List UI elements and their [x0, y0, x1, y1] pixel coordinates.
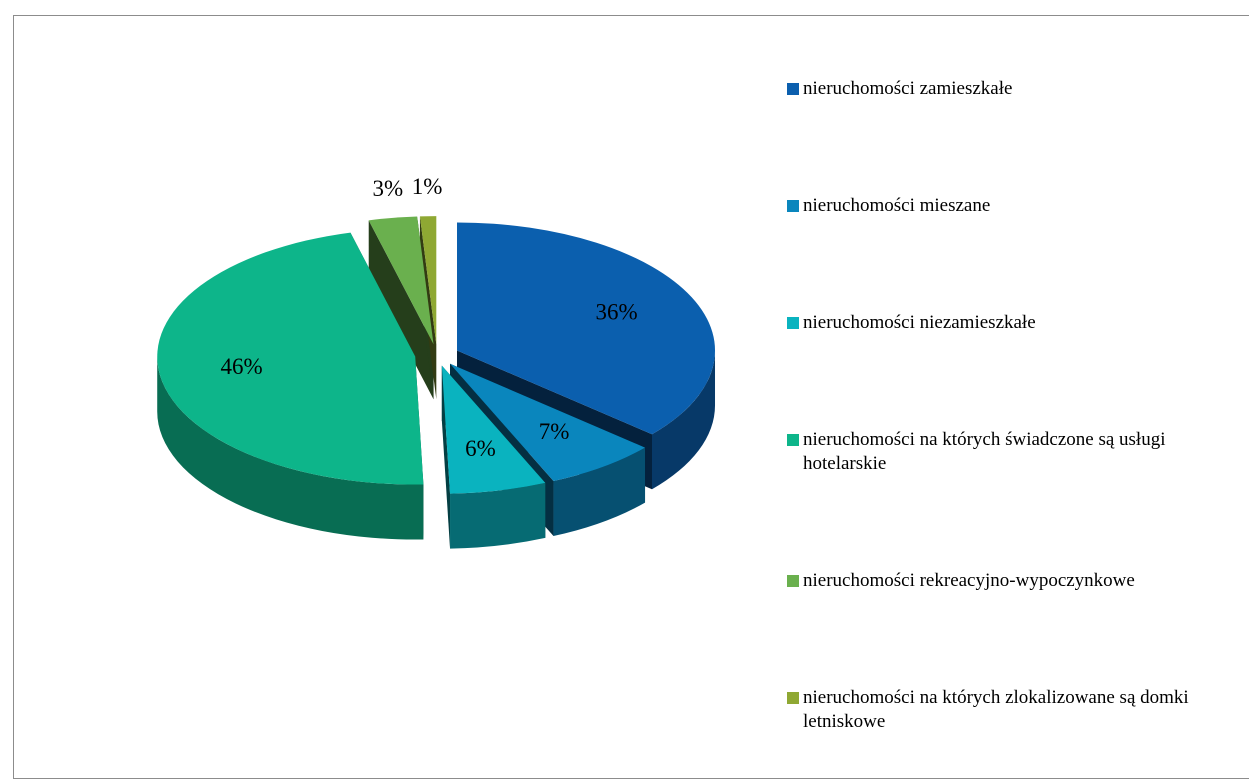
- legend-swatch: [787, 199, 799, 212]
- legend-item: nieruchomości na których świadczone są u…: [787, 428, 1249, 476]
- data-label: 1%: [412, 174, 443, 199]
- legend-swatch: [787, 316, 799, 329]
- legend-item: nieruchomości zamieszkałe: [787, 77, 1249, 101]
- legend-swatch: [787, 82, 799, 95]
- slice-side: [368, 220, 434, 400]
- slice: [450, 363, 646, 482]
- legend-item: nieruchomości niezamieszkałe: [787, 311, 1249, 335]
- slice-wall: [553, 447, 646, 537]
- legend-label: nieruchomości na których świadczone są u…: [803, 428, 1166, 474]
- legend-swatch: [787, 574, 799, 587]
- slice: [457, 222, 716, 435]
- data-label: 3%: [373, 176, 404, 201]
- slice: [157, 232, 424, 485]
- data-label: 36%: [596, 300, 638, 325]
- legend-label: nieruchomości zamieszkałe: [803, 77, 1013, 99]
- legend-item: nieruchomości na których zlokalizowane s…: [787, 686, 1249, 734]
- slice: [419, 216, 437, 345]
- legend-label: nieruchomości niezamieszkałe: [803, 311, 1036, 333]
- slice-wall: [450, 482, 546, 549]
- legend-item: nieruchomości mieszane: [787, 194, 1249, 218]
- data-label: 7%: [539, 419, 570, 444]
- legend-swatch: [787, 433, 799, 446]
- slice-side: [441, 365, 451, 549]
- chart-frame: [13, 15, 1249, 779]
- slice: [441, 365, 546, 494]
- slice-wall: [652, 350, 716, 490]
- legend-label: nieruchomości mieszane: [803, 194, 991, 216]
- legend-item: nieruchomości rekreacyjno-wypoczynkowe: [787, 569, 1249, 593]
- legend: nieruchomości zamieszkałe nieruchomości m…: [787, 30, 1249, 780]
- slice: [368, 216, 434, 345]
- slice-wall: [157, 356, 424, 540]
- legend-label: nieruchomości na których zlokalizowane s…: [803, 686, 1189, 732]
- legend-label: nieruchomości rekreacyjno-wypoczynkowe: [803, 569, 1135, 591]
- data-label: 46%: [220, 354, 262, 379]
- data-label: 6%: [465, 436, 496, 461]
- legend-swatch: [787, 691, 799, 704]
